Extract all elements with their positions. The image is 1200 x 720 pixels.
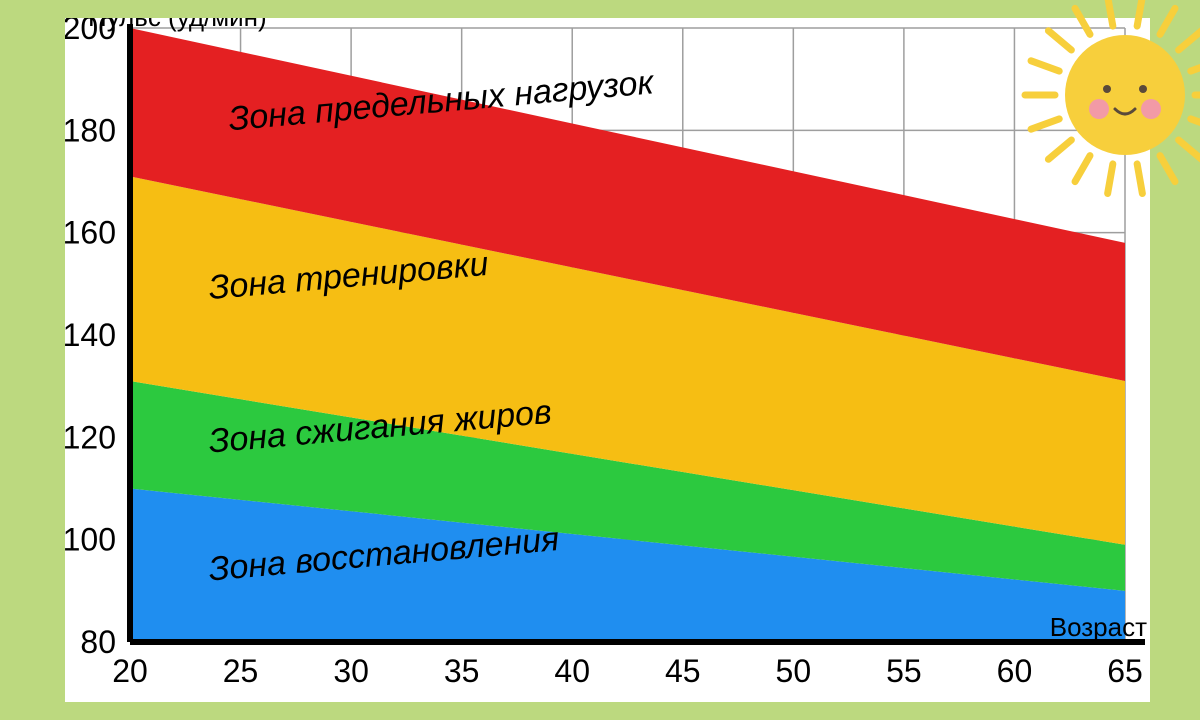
x-tick-label: 50 (776, 653, 812, 689)
sun-svg (1017, 0, 1200, 203)
y-tick-label: 100 (65, 522, 116, 558)
chart-svg: 8010012014016018020020253035404550556065… (65, 18, 1150, 702)
x-tick-label: 25 (223, 653, 259, 689)
y-tick-label: 180 (65, 112, 116, 148)
x-tick-label: 35 (444, 653, 480, 689)
x-axis-title: Возраст (1050, 612, 1147, 642)
y-tick-label: 120 (65, 419, 116, 455)
x-tick-label: 65 (1107, 653, 1143, 689)
y-tick-label: 140 (65, 317, 116, 353)
x-tick-label: 60 (997, 653, 1033, 689)
sun-decoration (1017, 0, 1200, 203)
y-tick-label: 160 (65, 215, 116, 251)
x-tick-label: 40 (554, 653, 590, 689)
x-tick-label: 30 (333, 653, 369, 689)
x-tick-label: 20 (112, 653, 148, 689)
chart-card: 8010012014016018020020253035404550556065… (65, 18, 1150, 702)
y-tick-label: 80 (80, 624, 116, 660)
y-axis-title: Пульс (уд/мин) (88, 18, 267, 32)
sun-body-icon (1065, 35, 1185, 155)
frame: 8010012014016018020020253035404550556065… (0, 0, 1200, 720)
x-tick-label: 55 (886, 653, 922, 689)
x-tick-label: 45 (665, 653, 701, 689)
